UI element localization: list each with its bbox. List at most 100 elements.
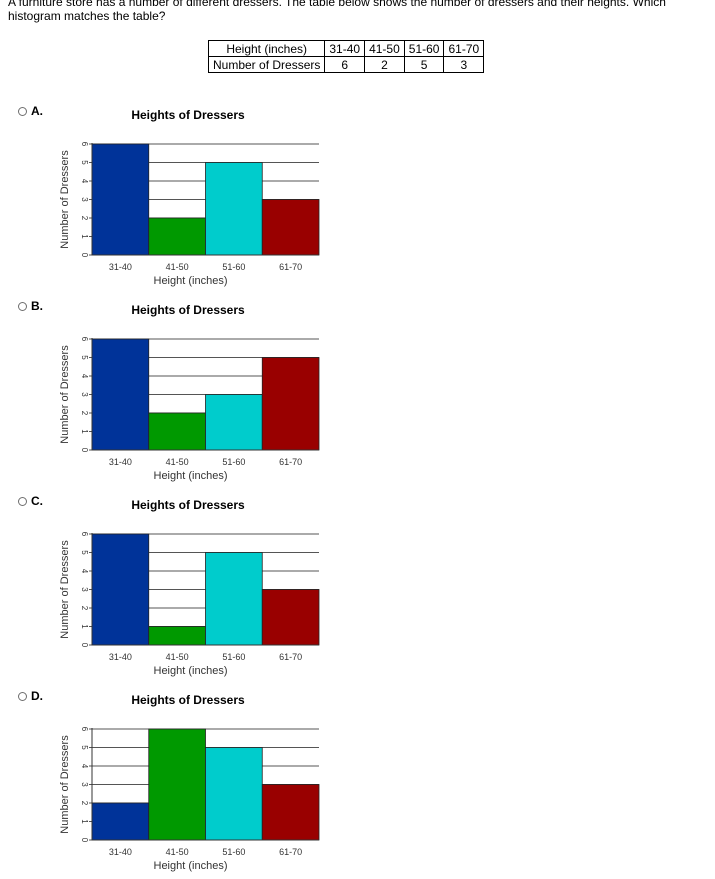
y-tick-label: 3 <box>80 392 89 397</box>
chart-title: Heights of Dressers <box>131 498 245 512</box>
option-b-radio[interactable] <box>18 302 27 311</box>
histogram-c: Heights of Dressers 0 1 2 3 4 5 6 31-40 41-50 51-6… <box>59 498 320 677</box>
question-text: A furniture store has a number of differ… <box>8 0 666 23</box>
frequency-table: Height (inches) 31-40 41-50 51-60 61-70 … <box>207 40 485 73</box>
x-tick-label: 51-60 <box>222 652 245 662</box>
x-axis-label: Height (inches) <box>154 665 228 677</box>
y-tick-label: 0 <box>80 643 89 648</box>
bar-31-40 <box>91 143 150 256</box>
x-tick-label: 41-50 <box>166 652 189 662</box>
option-d[interactable]: D. Heights of Dressers 0 1 2 3 4 5 6 31-40 41-50 5… <box>18 689 358 879</box>
x-axis-label: Height (inches) <box>154 275 228 287</box>
y-tick-label: 6 <box>80 337 89 342</box>
y-tick-label: 5 <box>80 550 89 555</box>
bar-41-50 <box>148 412 206 451</box>
table-cell: 5 <box>403 56 445 73</box>
table-cell: 3 <box>443 56 485 73</box>
bar-51-60 <box>205 552 263 646</box>
x-tick-label: 41-50 <box>166 262 189 272</box>
y-tick-label: 5 <box>80 355 89 360</box>
x-tick-label: 51-60 <box>222 847 245 857</box>
x-axis-label: Height (inches) <box>154 470 228 482</box>
y-tick-label: 1 <box>80 429 89 434</box>
bar-61-70 <box>261 784 320 841</box>
chart-title: Heights of Dressers <box>131 108 245 122</box>
table-cell: 61-70 <box>443 40 485 57</box>
option-a[interactable]: A. Heights of Dressers 0 1 2 3 4 5 6 31-40 41-50 5… <box>18 104 358 294</box>
histogram-b: Heights of Dressers 0 1 2 3 4 5 6 31-40 41-50 51-6… <box>59 303 320 482</box>
table-cell: 31-40 <box>324 40 366 57</box>
y-tick-label: 3 <box>80 197 89 202</box>
x-tick-label: 31-40 <box>109 262 132 272</box>
bar-51-60 <box>205 747 263 841</box>
bar-41-50 <box>148 626 206 646</box>
option-a-label: A. <box>31 104 43 118</box>
y-tick-label: 2 <box>80 411 89 416</box>
option-b-label: B. <box>31 299 43 313</box>
bar-41-50 <box>148 217 206 256</box>
option-b[interactable]: B. Heights of Dressers 0 1 2 3 4 5 6 31-40 41-50 5… <box>18 299 358 489</box>
y-tick-label: 0 <box>80 253 89 258</box>
x-tick-label: 31-40 <box>109 652 132 662</box>
chart-title: Heights of Dressers <box>131 303 245 317</box>
histogram-a: Heights of Dressers 0 1 2 3 4 5 6 31-40 41-50 51-6… <box>59 108 320 287</box>
y-tick-label: 4 <box>80 569 89 574</box>
option-d-label: D. <box>31 689 43 703</box>
histogram-d: Heights of Dressers 0 1 2 3 4 5 6 31-40 41-50 51-6… <box>59 693 320 872</box>
option-c-radio[interactable] <box>18 497 27 506</box>
y-axis-label: Number of Dressers <box>59 150 71 249</box>
x-tick-label: 41-50 <box>166 457 189 467</box>
bar-51-60 <box>205 394 263 451</box>
option-d-radio[interactable] <box>18 692 27 701</box>
y-tick-label: 2 <box>80 216 89 221</box>
bar-31-40 <box>91 338 150 451</box>
y-tick-label: 0 <box>80 838 89 843</box>
table-row: Number of Dressers 6 2 5 3 <box>207 56 485 73</box>
y-tick-label: 3 <box>80 587 89 592</box>
x-tick-label: 41-50 <box>166 847 189 857</box>
table-cell: Number of Dressers <box>207 56 326 73</box>
table-cell: 41-50 <box>364 40 405 57</box>
chart-title: Heights of Dressers <box>131 693 245 707</box>
table-cell: Height (inches) <box>207 40 326 57</box>
y-tick-label: 4 <box>80 179 89 184</box>
y-axis-label: Number of Dressers <box>59 540 71 639</box>
y-tick-label: 6 <box>80 142 89 147</box>
y-tick-label: 3 <box>80 782 89 787</box>
x-tick-label: 61-70 <box>279 457 302 467</box>
y-axis-label: Number of Dressers <box>59 735 71 834</box>
option-a-radio[interactable] <box>18 107 27 116</box>
table-cell: 51-60 <box>403 40 445 57</box>
y-tick-label: 2 <box>80 606 89 611</box>
x-tick-label: 51-60 <box>222 262 245 272</box>
x-tick-label: 61-70 <box>279 652 302 662</box>
y-tick-label: 1 <box>80 819 89 824</box>
bar-31-40 <box>91 802 150 841</box>
option-c[interactable]: C. Heights of Dressers 0 1 2 3 4 5 6 31-40 41-50 5… <box>18 494 358 684</box>
y-tick-label: 5 <box>80 745 89 750</box>
bar-31-40 <box>91 533 150 646</box>
x-tick-label: 51-60 <box>222 457 245 467</box>
y-tick-label: 4 <box>80 764 89 769</box>
bar-61-70 <box>261 199 320 256</box>
x-tick-label: 61-70 <box>279 847 302 857</box>
y-tick-label: 5 <box>80 160 89 165</box>
table-header-row: Height (inches) 31-40 41-50 51-60 61-70 <box>207 40 485 57</box>
bar-41-50 <box>148 728 206 841</box>
x-axis-label: Height (inches) <box>154 860 228 872</box>
y-tick-label: 0 <box>80 448 89 453</box>
table-cell: 6 <box>324 56 366 73</box>
y-tick-label: 2 <box>80 801 89 806</box>
y-tick-label: 6 <box>80 727 89 732</box>
x-tick-label: 31-40 <box>109 847 132 857</box>
bar-51-60 <box>205 162 263 256</box>
bar-61-70 <box>261 357 320 451</box>
y-tick-label: 1 <box>80 234 89 239</box>
option-c-label: C. <box>31 494 43 508</box>
x-tick-label: 31-40 <box>109 457 132 467</box>
bar-61-70 <box>261 589 320 646</box>
x-tick-label: 61-70 <box>279 262 302 272</box>
y-tick-label: 6 <box>80 532 89 537</box>
y-axis-label: Number of Dressers <box>59 345 71 444</box>
y-tick-label: 1 <box>80 624 89 629</box>
